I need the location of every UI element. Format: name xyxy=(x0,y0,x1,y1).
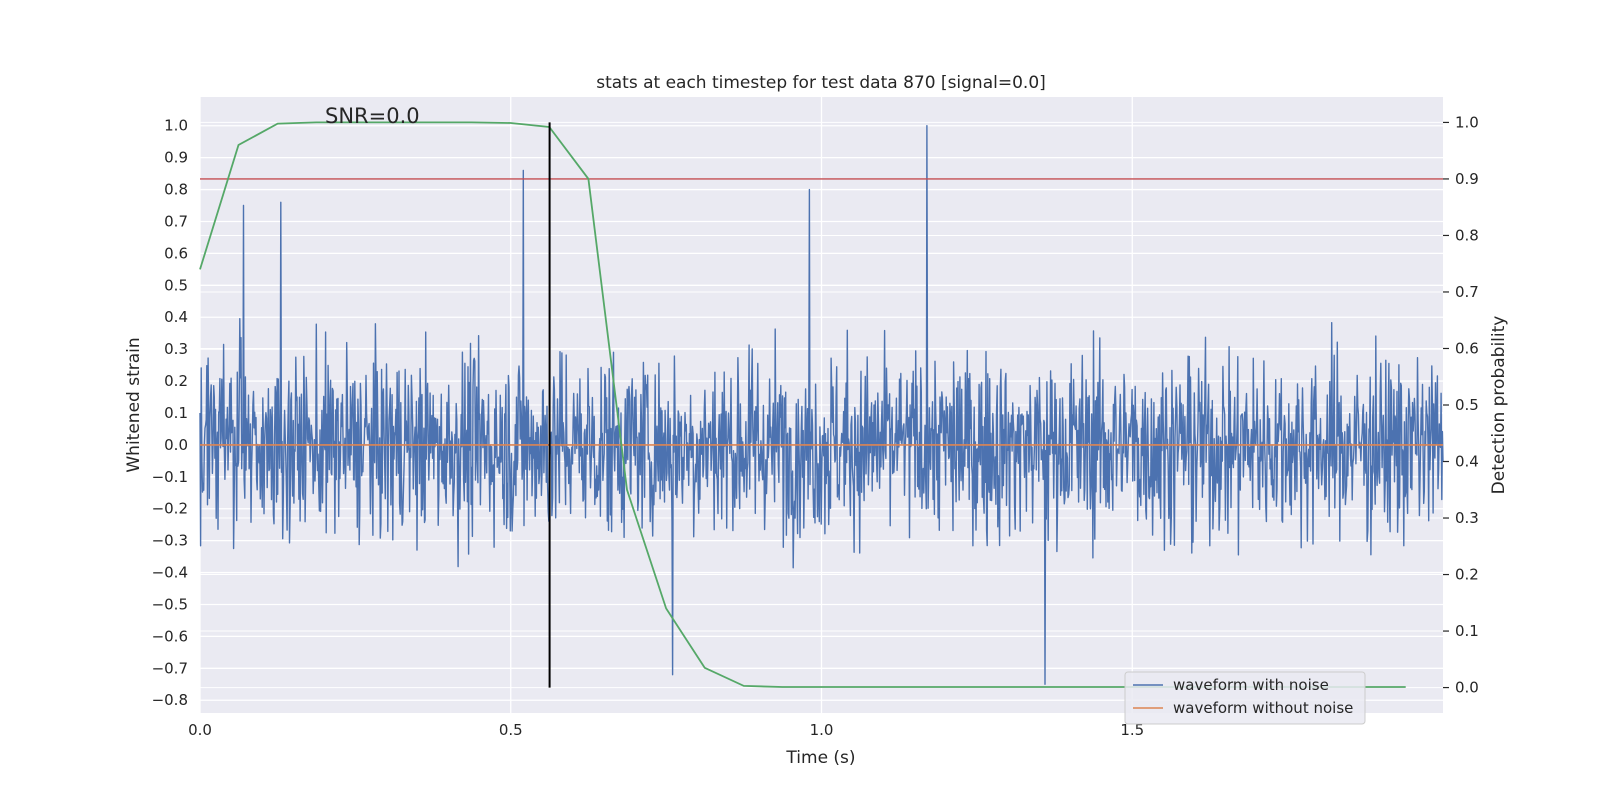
snr-annotation: SNR=0.0 xyxy=(325,104,420,128)
y-left-tick-label: 0.7 xyxy=(164,212,188,230)
left-y-axis-ticks: 1.0 0.9 0.8 0.7 0.6 0.5 0.4 0.3 0.2 0.1 0.0 −0.1 −0.… xyxy=(152,117,188,710)
legend-label-noise: waveform with noise xyxy=(1173,676,1329,694)
y-left-tick-label: −0.2 xyxy=(152,500,188,518)
y-left-tick-label: 0.3 xyxy=(164,340,188,358)
x-axis-ticks: 0.0 0.5 1.0 1.5 xyxy=(188,721,1144,739)
noise-waveform-line xyxy=(199,124,1444,685)
noise-series xyxy=(199,124,1444,685)
y-left-tick-label: 0.1 xyxy=(164,404,188,422)
x-axis-label: Time (s) xyxy=(785,748,855,768)
y-right-tick-label: 0.4 xyxy=(1455,453,1479,471)
left-y-axis-label: Whitened strain xyxy=(124,337,144,472)
y-right-tick-label: 0.5 xyxy=(1455,396,1479,414)
y-right-tick-label: 0.3 xyxy=(1455,509,1479,527)
y-right-tick-label: 0.7 xyxy=(1455,283,1479,301)
x-tick-label: 0.5 xyxy=(499,721,523,739)
y-right-tick-label: 0.8 xyxy=(1455,226,1479,244)
y-left-tick-label: 0.5 xyxy=(164,276,188,294)
y-left-tick-label: −0.6 xyxy=(152,627,188,645)
y-left-tick-label: 0.0 xyxy=(164,436,188,454)
y-left-tick-label: 0.2 xyxy=(164,372,188,390)
y-left-tick-label: 0.6 xyxy=(164,244,188,262)
y-left-tick-label: 1.0 xyxy=(164,117,188,135)
legend-box xyxy=(1124,671,1366,725)
y-right-tick-label: 0.9 xyxy=(1455,170,1479,188)
y-right-tick-label: 0.6 xyxy=(1455,339,1479,357)
y-right-tick-label: 0.2 xyxy=(1455,566,1479,584)
y-left-tick-label: −0.7 xyxy=(152,659,188,677)
x-tick-label: 1.0 xyxy=(810,721,834,739)
y-right-tick-label: 1.0 xyxy=(1455,113,1479,131)
x-tick-label: 0.0 xyxy=(188,721,212,739)
y-left-tick-label: −0.1 xyxy=(152,468,188,486)
y-left-tick-label: −0.4 xyxy=(152,564,188,582)
legend: waveform with noise waveform without noi… xyxy=(1124,671,1366,725)
y-left-tick-label: 0.8 xyxy=(164,181,188,199)
chart-title: stats at each timestep for test data 870… xyxy=(596,73,1046,93)
y-left-tick-label: −0.5 xyxy=(152,595,188,613)
right-y-axis-label: Detection probability xyxy=(1489,316,1509,495)
y-left-tick-label: −0.3 xyxy=(152,532,188,550)
y-left-tick-label: 0.9 xyxy=(164,149,188,167)
y-right-tick-label: 0.0 xyxy=(1455,679,1479,697)
y-right-tick-label: 0.1 xyxy=(1455,622,1479,640)
x-tick-label: 1.5 xyxy=(1120,721,1144,739)
right-y-axis-ticks: 1.0 0.9 0.8 0.7 0.6 0.5 0.4 0.3 0.2 0.1 0.0 xyxy=(1443,113,1479,697)
y-left-tick-label: −0.8 xyxy=(152,691,188,709)
y-left-tick-label: 0.4 xyxy=(164,308,188,326)
legend-label-clean: waveform without noise xyxy=(1173,699,1353,717)
